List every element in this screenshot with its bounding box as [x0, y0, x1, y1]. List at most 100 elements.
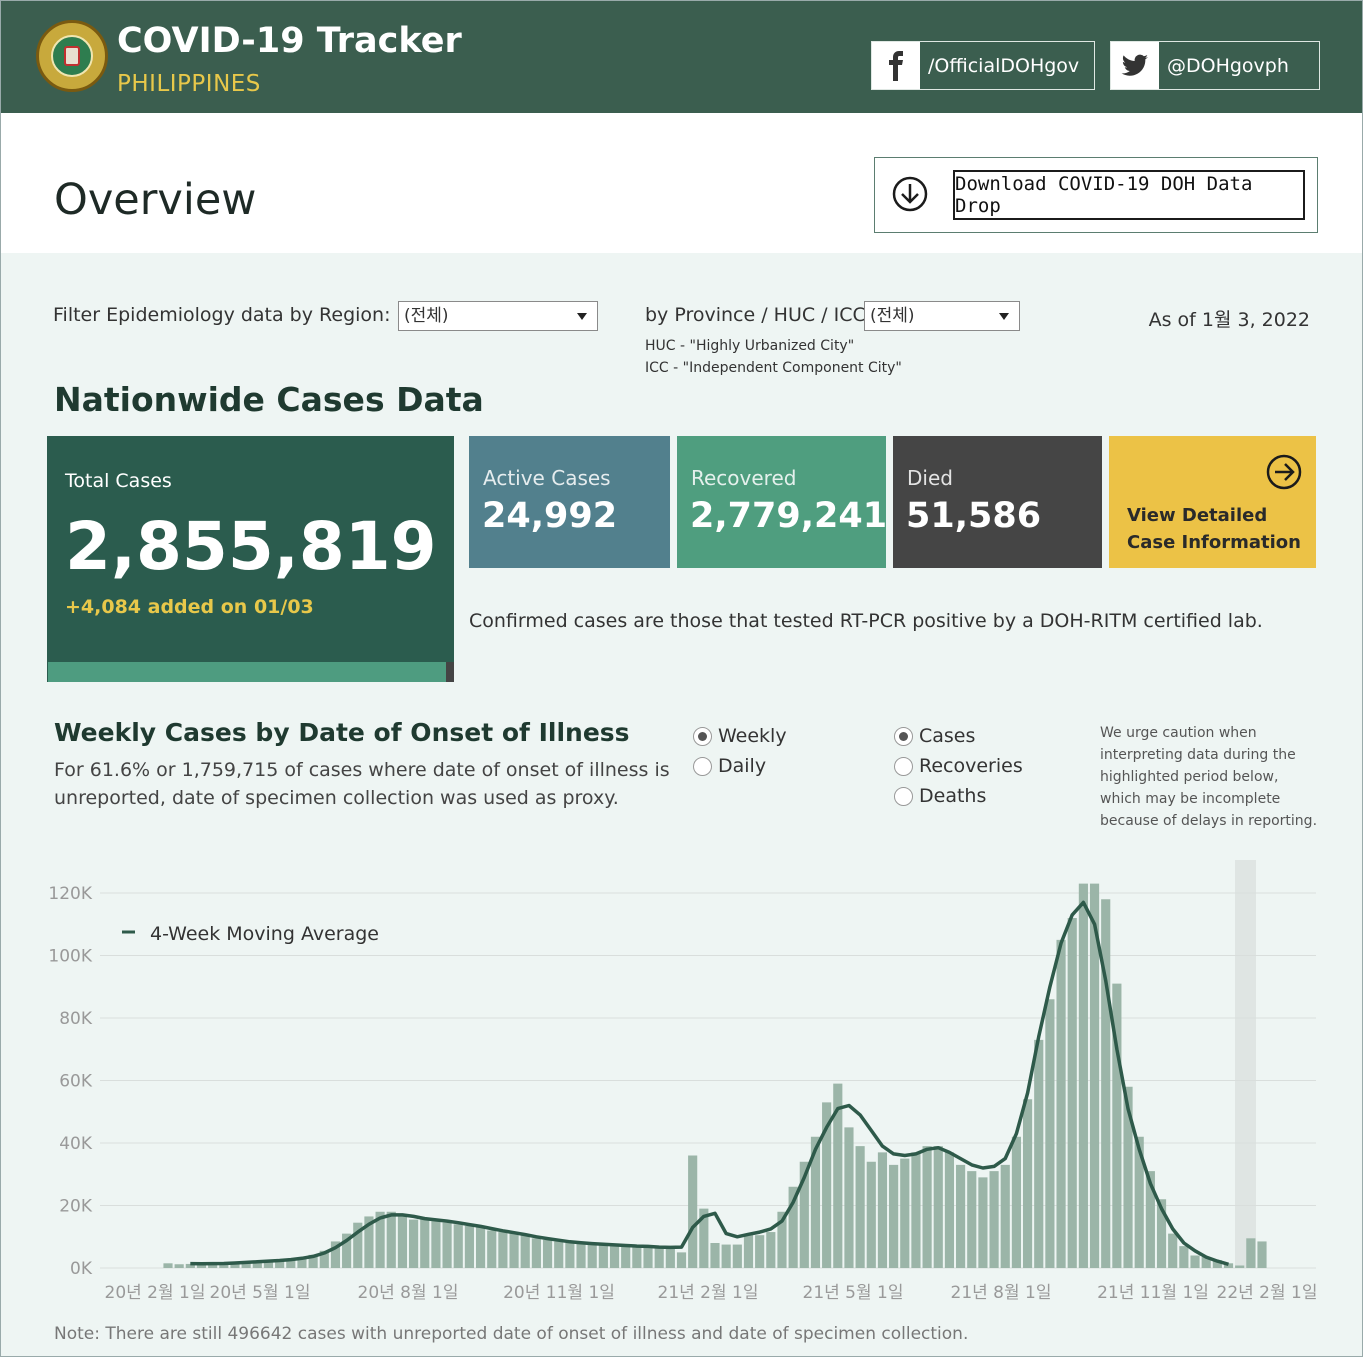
x-tick-label: 20년 8월 1일 — [358, 1283, 459, 1303]
weekly-subtitle: For 61.6% or 1,759,715 of cases where da… — [54, 759, 670, 809]
recovered-value: 2,779,241 — [690, 496, 888, 536]
confirmed-note: Confirmed cases are those that tested RT… — [469, 610, 1263, 632]
province-select-value: (전체) — [870, 306, 915, 326]
weekly-bar — [230, 1262, 240, 1268]
weekly-bar — [1123, 1086, 1133, 1268]
weekly-bar — [520, 1235, 530, 1268]
y-tick-label: 40K — [59, 1134, 93, 1154]
x-tick-label: 22년 2월 1일 — [1217, 1283, 1318, 1303]
weekly-bar — [933, 1146, 943, 1268]
weekly-bar — [587, 1243, 597, 1268]
weekly-bar — [263, 1260, 274, 1268]
weekly-title: Weekly Cases by Date of Onset of Illness — [54, 718, 630, 747]
weekly-bar — [1112, 983, 1122, 1268]
y-tick-label: 80K — [59, 1009, 93, 1029]
total-cases-label: Total Cases — [65, 470, 172, 492]
weekly-bar — [654, 1247, 664, 1268]
weekly-bar — [1045, 999, 1055, 1268]
twitter-link[interactable]: @DOHgovph — [1110, 41, 1320, 90]
weekly-bar — [609, 1245, 620, 1268]
weekly-bar — [1056, 939, 1066, 1268]
radio-recoveries-dot — [894, 756, 913, 776]
radio-recoveries[interactable]: Recoveries — [894, 755, 1023, 777]
radio-weekly-label: Weekly — [718, 725, 787, 747]
weekly-bar — [275, 1259, 285, 1268]
weekly-bar — [185, 1263, 195, 1268]
died-card: Died 51,586 — [893, 436, 1102, 568]
weekly-bar — [1223, 1263, 1234, 1268]
weekly-bar — [208, 1263, 218, 1268]
weekly-bar — [1145, 1171, 1155, 1268]
app-subtitle: PHILIPPINES — [117, 71, 261, 97]
x-tick-label: 21년 2월 1일 — [658, 1283, 759, 1303]
weekly-bar — [665, 1247, 675, 1268]
radio-daily-label: Daily — [718, 755, 767, 777]
weekly-bar — [431, 1221, 441, 1268]
radio-recoveries-label: Recoveries — [919, 755, 1023, 777]
huc-note: HUC - "Highly Urbanized City" — [645, 338, 855, 354]
x-tick-label: 20년 2월 1일 — [105, 1283, 206, 1303]
weekly-bar — [1168, 1233, 1178, 1268]
weekly-bar — [409, 1219, 419, 1268]
radio-cases-dot — [894, 726, 913, 746]
weekly-bar — [833, 1083, 843, 1268]
weekly-bar — [241, 1261, 251, 1268]
radio-cases-label: Cases — [919, 725, 976, 747]
recovered-card: Recovered 2,779,241 — [677, 436, 888, 568]
weekly-bar — [922, 1146, 932, 1268]
weekly-bar — [855, 1146, 865, 1268]
weekly-bar — [676, 1252, 687, 1268]
icc-note: ICC - "Independent Component City" — [645, 360, 902, 376]
weekly-bar — [967, 1171, 977, 1268]
total-cases-value: 2,855,819 — [65, 508, 437, 585]
weekly-bar — [420, 1219, 430, 1268]
weekly-bar — [330, 1241, 341, 1268]
weekly-bar — [163, 1263, 173, 1268]
radio-weekly[interactable]: Weekly — [693, 725, 787, 747]
weekly-bar — [196, 1263, 207, 1268]
chevron-down-icon — [999, 313, 1009, 320]
weekly-bar — [475, 1227, 486, 1268]
weekly-bar — [889, 1164, 899, 1268]
weekly-bar — [810, 1136, 821, 1268]
weekly-bar — [978, 1177, 988, 1268]
active-cases-card: Active Cases 24,992 — [469, 436, 670, 568]
weekly-bar — [900, 1158, 910, 1268]
radio-deaths[interactable]: Deaths — [894, 785, 986, 807]
weekly-bar — [453, 1224, 463, 1268]
weekly-bar — [342, 1233, 352, 1268]
weekly-bar — [1190, 1255, 1200, 1268]
weekly-bar — [1089, 883, 1100, 1268]
died-value: 51,586 — [906, 496, 1042, 536]
radio-daily-dot — [693, 756, 712, 776]
facebook-link[interactable]: /OfficialDOHgov — [871, 41, 1095, 90]
download-icon[interactable] — [892, 176, 928, 212]
weekly-bar — [509, 1233, 519, 1268]
total-cases-card: Total Cases 2,855,819 +4,084 added on 01… — [47, 436, 454, 682]
twitter-handle: @DOHgovph — [1167, 54, 1289, 77]
province-filter-label: by Province / HUC / ICC: — [645, 304, 873, 326]
weekly-bar — [944, 1152, 955, 1268]
download-button[interactable]: Download COVID-19 DOH Data Drop — [953, 170, 1305, 220]
y-tick-label: 60K — [59, 1072, 93, 1092]
region-filter-label: Filter Epidemiology data by Region: — [53, 304, 391, 326]
x-tick-label: 21년 5월 1일 — [803, 1283, 904, 1303]
weekly-bar — [598, 1244, 608, 1268]
view-detailed-button[interactable]: View Detailed Case Information — [1109, 436, 1316, 568]
radio-daily[interactable]: Daily — [693, 755, 766, 777]
total-cases-bar-end — [446, 662, 454, 682]
radio-cases[interactable]: Cases — [894, 725, 975, 747]
province-select[interactable]: (전체) — [864, 301, 1020, 331]
weekly-bar — [788, 1186, 798, 1268]
weekly-bar — [732, 1244, 742, 1268]
weekly-bar — [1067, 918, 1077, 1268]
weekly-bar — [1078, 883, 1088, 1268]
total-cases-delta: +4,084 added on 01/03 — [65, 596, 314, 618]
radio-deaths-dot — [894, 786, 913, 806]
weekly-bar — [565, 1243, 575, 1268]
region-select[interactable]: (전체) — [398, 301, 598, 331]
weekly-bar — [554, 1241, 564, 1268]
download-panel — [874, 157, 1318, 233]
total-cases-bar — [48, 662, 446, 682]
app-header: COVID-19 Tracker PHILIPPINES /OfficialDO… — [1, 1, 1362, 113]
